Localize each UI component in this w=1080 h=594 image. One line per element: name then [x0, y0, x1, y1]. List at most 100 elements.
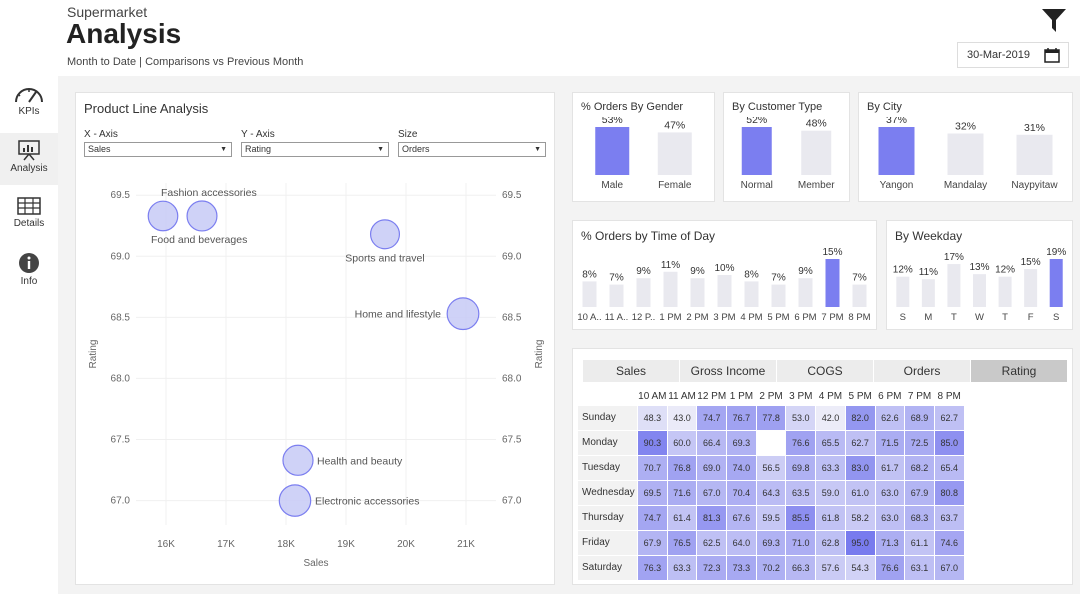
heatmap-cell[interactable]: 70.4 — [726, 479, 757, 506]
heatmap-cell[interactable]: 74.0 — [726, 454, 757, 481]
heatmap-cell[interactable]: 63.0 — [874, 479, 906, 506]
tab-orders[interactable]: Orders — [874, 360, 971, 382]
heatmap-cell[interactable]: 61.1 — [904, 529, 935, 556]
tab-rating[interactable]: Rating — [971, 360, 1068, 382]
bar-category-label: 4 PM — [740, 312, 762, 323]
sidebar-item-details[interactable]: Details — [0, 190, 58, 242]
heatmap-cell[interactable]: 59.0 — [815, 479, 846, 506]
sidebar-item-info[interactable]: Info — [0, 246, 58, 298]
customer-type-title: By Customer Type — [732, 101, 823, 113]
heatmap-cell[interactable]: 65.5 — [815, 429, 846, 456]
heatmap-cell[interactable]: 73.3 — [726, 554, 757, 581]
heatmap-cell[interactable]: 67.9 — [637, 529, 668, 556]
heatmap-cell[interactable]: 61.7 — [874, 454, 906, 481]
bubble-label: Fashion accessories — [161, 187, 257, 199]
heatmap-cell[interactable]: 74.6 — [933, 529, 965, 556]
heatmap-cell[interactable]: 67.6 — [726, 504, 757, 531]
sidebar-item-analysis[interactable]: Analysis — [0, 133, 58, 185]
sidebar-item-kpis[interactable]: KPIs — [0, 78, 58, 130]
heatmap-cell[interactable]: 63.7 — [933, 504, 965, 531]
heatmap-cell[interactable]: 62.7 — [933, 404, 965, 431]
heatmap-cell[interactable]: 63.3 — [666, 554, 698, 581]
heatmap-cell[interactable]: 85.5 — [785, 504, 817, 531]
heatmap-cell[interactable]: 69.3 — [726, 429, 757, 456]
heatmap-cell[interactable]: 62.7 — [844, 429, 876, 456]
heatmap-cell[interactable]: 71.5 — [874, 429, 906, 456]
size-dropdown[interactable]: Orders ▼ — [398, 142, 546, 157]
heatmap-cell[interactable]: 76.6 — [874, 554, 906, 581]
heatmap-cell[interactable]: 63.3 — [815, 454, 846, 481]
heatmap-cell[interactable]: 77.8 — [755, 404, 787, 431]
heatmap-cell[interactable]: 71.6 — [666, 479, 698, 506]
heatmap-cell[interactable]: 64.0 — [726, 529, 757, 556]
heatmap-cell[interactable]: 58.2 — [844, 504, 876, 531]
heatmap-cell[interactable]: 63.0 — [874, 504, 906, 531]
heatmap-cell[interactable]: 69.3 — [755, 529, 787, 556]
heatmap-cell[interactable]: 74.7 — [637, 504, 668, 531]
calendar-icon[interactable] — [1044, 47, 1060, 63]
heatmap-cell[interactable]: 62.5 — [696, 529, 728, 556]
heatmap-cell[interactable]: 48.3 — [637, 404, 668, 431]
tab-gross-income[interactable]: Gross Income — [680, 360, 777, 382]
heatmap-cell[interactable]: 71.0 — [785, 529, 817, 556]
heatmap-cell[interactable]: 54.3 — [844, 554, 876, 581]
heatmap-cell[interactable]: 70.2 — [755, 554, 787, 581]
heatmap-cell[interactable]: 63.5 — [785, 479, 817, 506]
heatmap-cell[interactable]: 60.0 — [666, 429, 698, 456]
date-picker[interactable]: 30-Mar-2019 — [957, 42, 1069, 68]
heatmap-cell[interactable]: 90.3 — [637, 429, 668, 456]
heatmap-cell[interactable]: 66.3 — [785, 554, 817, 581]
heatmap-cell[interactable]: 59.5 — [755, 504, 787, 531]
heatmap-cell[interactable]: 64.3 — [755, 479, 787, 506]
heatmap-cell[interactable]: 76.8 — [666, 454, 698, 481]
heatmap-cell[interactable]: 68.3 — [904, 504, 935, 531]
heatmap-cell[interactable]: 61.8 — [815, 504, 846, 531]
heatmap-cell[interactable]: 76.6 — [785, 429, 817, 456]
heatmap-cell[interactable]: 65.4 — [933, 454, 965, 481]
heatmap-cell[interactable]: 69.0 — [696, 454, 728, 481]
heatmap-cell[interactable]: 61.4 — [666, 504, 698, 531]
bar-category-label: Mandalay — [944, 180, 987, 191]
filter-funnel-icon[interactable] — [1040, 6, 1068, 34]
heatmap-cell[interactable]: 62.6 — [874, 404, 906, 431]
heatmap-cell[interactable]: 67.9 — [904, 479, 935, 506]
heatmap-cell[interactable]: 62.8 — [815, 529, 846, 556]
heatmap-cell[interactable]: 56.5 — [755, 454, 787, 481]
heatmap-cell[interactable]: 57.6 — [815, 554, 846, 581]
heatmap-cell[interactable]: 83.0 — [844, 454, 876, 481]
x-axis-dropdown[interactable]: Sales ▼ — [84, 142, 232, 157]
heatmap-cell[interactable]: 72.5 — [904, 429, 935, 456]
heatmap-cell[interactable]: 76.7 — [726, 404, 757, 431]
heatmap-cell[interactable]: 61.0 — [844, 479, 876, 506]
heatmap-cell[interactable]: 76.3 — [637, 554, 668, 581]
heatmap-cell[interactable]: 67.0 — [696, 479, 728, 506]
heatmap-cell[interactable]: 71.3 — [874, 529, 906, 556]
heatmap-cell[interactable]: 63.1 — [904, 554, 935, 581]
heatmap-cell[interactable]: 74.7 — [696, 404, 728, 431]
heatmap-cell[interactable]: 53.0 — [785, 404, 817, 431]
heatmap-cell[interactable] — [755, 429, 787, 456]
y-axis-dropdown[interactable]: Rating ▼ — [241, 142, 389, 157]
heatmap-cell[interactable]: 42.0 — [815, 404, 846, 431]
heatmap-cell[interactable]: 70.7 — [637, 454, 668, 481]
bar-category-label: F — [1028, 312, 1034, 323]
heatmap-cell[interactable]: 85.0 — [933, 429, 965, 456]
heatmap-cell[interactable]: 68.9 — [904, 404, 935, 431]
heatmap-cell[interactable]: 80.8 — [933, 479, 965, 506]
hour-header: 10 AM — [638, 391, 667, 403]
heatmap-cell[interactable]: 95.0 — [844, 529, 876, 556]
heatmap-cell[interactable]: 66.4 — [696, 429, 728, 456]
heatmap-cell[interactable]: 67.0 — [933, 554, 965, 581]
heatmap-cell[interactable]: 68.2 — [904, 454, 935, 481]
sidebar-item-label: Info — [20, 276, 38, 287]
heatmap-cell[interactable]: 72.3 — [696, 554, 728, 581]
heatmap-cell[interactable]: 69.8 — [785, 454, 817, 481]
heatmap-cell[interactable]: 82.0 — [844, 404, 876, 431]
tab-sales[interactable]: Sales — [583, 360, 680, 382]
heatmap-cell[interactable]: 69.5 — [637, 479, 668, 506]
heatmap-cell[interactable]: 76.5 — [666, 529, 698, 556]
heatmap-cell[interactable]: 81.3 — [696, 504, 728, 531]
heatmap-cell[interactable]: 43.0 — [666, 404, 698, 431]
hour-header: 3 PM — [789, 391, 813, 403]
tab-cogs[interactable]: COGS — [777, 360, 874, 382]
